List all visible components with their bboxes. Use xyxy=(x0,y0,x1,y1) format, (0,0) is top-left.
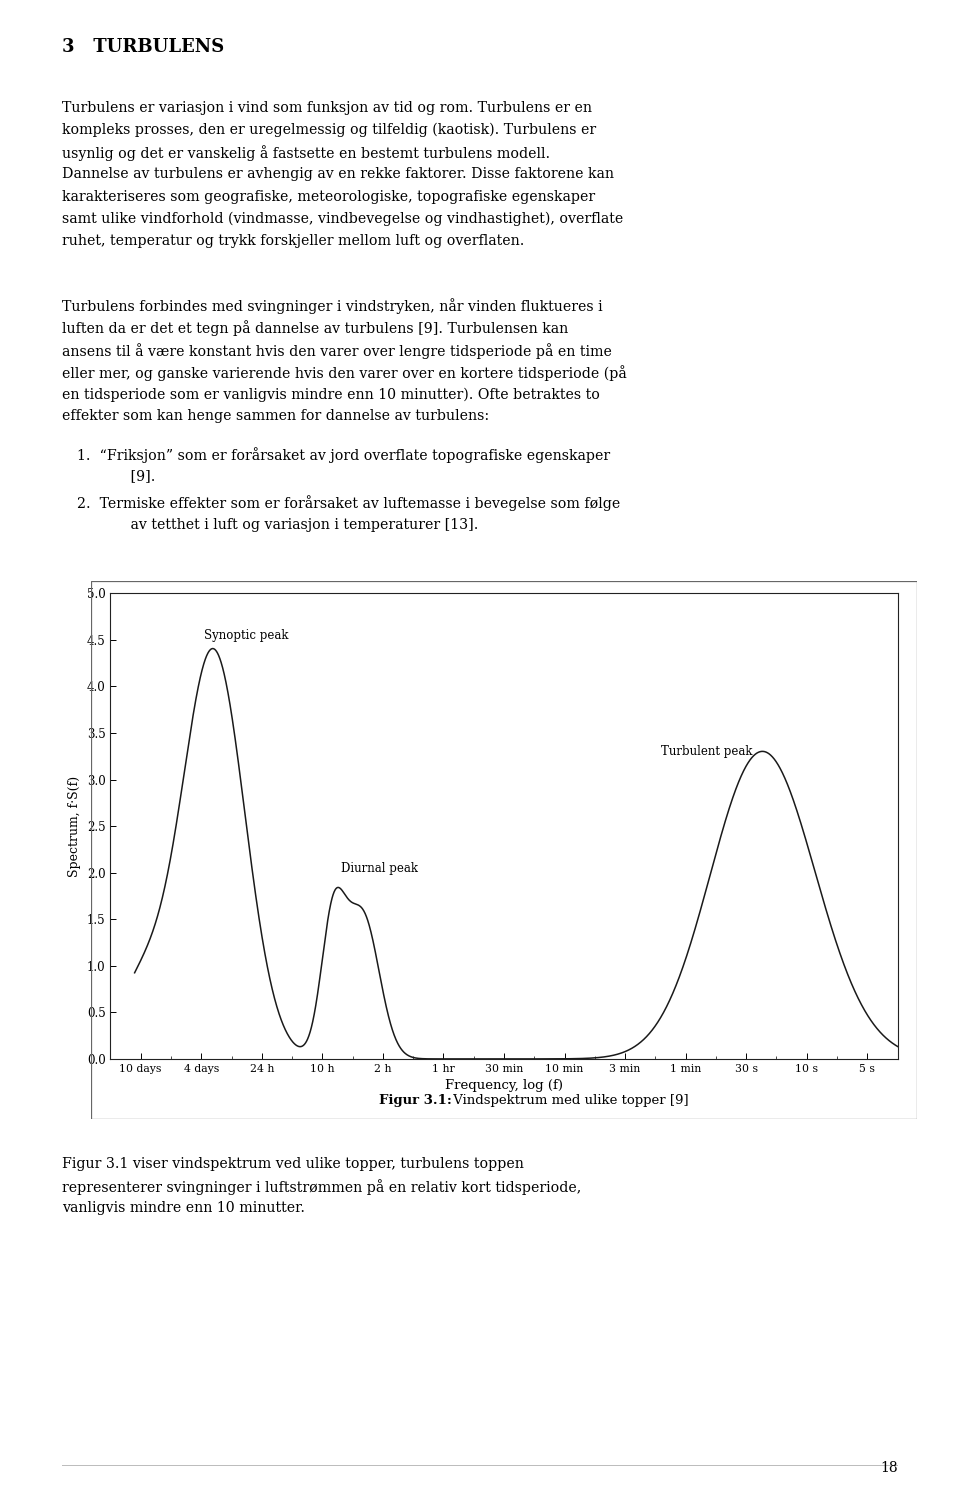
Text: karakteriseres som geografiske, meteorologiske, topografiske egenskaper: karakteriseres som geografiske, meteorol… xyxy=(62,189,595,204)
Text: usynlig og det er vanskelig å fastsette en bestemt turbulens modell.: usynlig og det er vanskelig å fastsette … xyxy=(62,146,550,161)
Text: 3   TURBULENS: 3 TURBULENS xyxy=(62,38,225,56)
Text: kompleks prosses, den er uregelmessig og tilfeldig (kaotisk). Turbulens er: kompleks prosses, den er uregelmessig og… xyxy=(62,123,596,137)
Text: luften da er det et tegn på dannelse av turbulens [9]. Turbulensen kan: luften da er det et tegn på dannelse av … xyxy=(62,320,568,336)
Text: Figur 3.1:: Figur 3.1: xyxy=(379,1095,452,1107)
Y-axis label: Spectrum, f·S(f): Spectrum, f·S(f) xyxy=(68,775,82,877)
Text: Turbulens forbindes med svingninger i vindstryken, når vinden fluktueres i: Turbulens forbindes med svingninger i vi… xyxy=(62,299,603,314)
Text: av tetthet i luft og variasjon i temperaturer [13].: av tetthet i luft og variasjon i tempera… xyxy=(108,518,479,532)
Text: 2.  Termiske effekter som er forårsaket av luftemasse i bevegelse som følge: 2. Termiske effekter som er forårsaket a… xyxy=(77,496,620,512)
Text: Synoptic peak: Synoptic peak xyxy=(204,629,289,641)
Text: [9].: [9]. xyxy=(108,469,156,484)
Text: Turbulent peak: Turbulent peak xyxy=(661,745,753,759)
X-axis label: Frequency, log (f): Frequency, log (f) xyxy=(445,1080,563,1092)
Text: samt ulike vindforhold (vindmasse, vindbevegelse og vindhastighet), overflate: samt ulike vindforhold (vindmasse, vindb… xyxy=(62,212,624,227)
Text: 18: 18 xyxy=(880,1461,898,1475)
Text: Vindspektrum med ulike topper [9]: Vindspektrum med ulike topper [9] xyxy=(449,1095,689,1107)
Text: 1.  “Friksjon” som er forårsaket av jord overflate topografiske egenskaper: 1. “Friksjon” som er forårsaket av jord … xyxy=(77,446,610,463)
Text: vanligvis mindre enn 10 minutter.: vanligvis mindre enn 10 minutter. xyxy=(62,1202,305,1215)
Text: eller mer, og ganske varierende hvis den varer over en kortere tidsperiode (på: eller mer, og ganske varierende hvis den… xyxy=(62,365,627,382)
Text: Figur 3.1 viser vindspektrum ved ulike topper, turbulens toppen: Figur 3.1 viser vindspektrum ved ulike t… xyxy=(62,1157,524,1170)
Text: en tidsperiode som er vanligvis mindre enn 10 minutter). Ofte betraktes to: en tidsperiode som er vanligvis mindre e… xyxy=(62,388,600,401)
Text: Diurnal peak: Diurnal peak xyxy=(341,862,418,874)
Text: representerer svingninger i luftstrømmen på en relativ kort tidsperiode,: representerer svingninger i luftstrømmen… xyxy=(62,1179,582,1194)
Text: Turbulens er variasjon i vind som funksjon av tid og rom. Turbulens er en: Turbulens er variasjon i vind som funksj… xyxy=(62,101,592,114)
Text: ruhet, temperatur og trykk forskjeller mellom luft og overflaten.: ruhet, temperatur og trykk forskjeller m… xyxy=(62,234,525,248)
Text: ansens til å være konstant hvis den varer over lengre tidsperiode på en time: ansens til å være konstant hvis den vare… xyxy=(62,342,612,359)
Text: Dannelse av turbulens er avhengig av en rekke faktorer. Disse faktorene kan: Dannelse av turbulens er avhengig av en … xyxy=(62,167,614,182)
Text: effekter som kan henge sammen for dannelse av turbulens:: effekter som kan henge sammen for dannel… xyxy=(62,410,490,424)
